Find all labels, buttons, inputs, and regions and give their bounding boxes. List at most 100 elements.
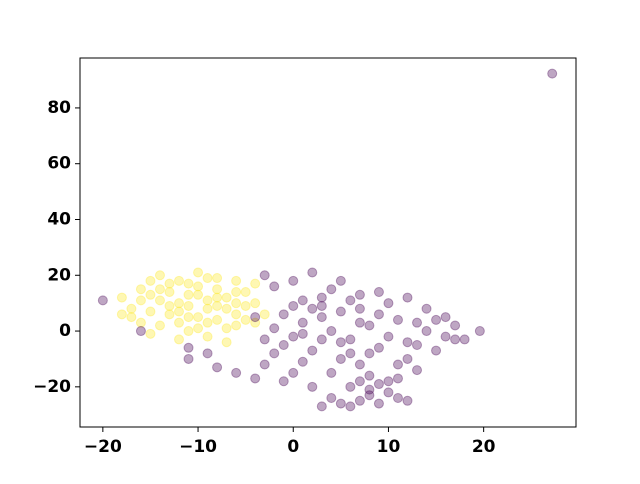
point: [335, 353, 346, 364]
point: [335, 337, 346, 348]
point: [316, 334, 327, 345]
point: [316, 292, 327, 303]
point: [354, 359, 365, 370]
point: [373, 287, 384, 298]
point: [250, 317, 261, 328]
point: [316, 300, 327, 311]
point: [383, 376, 394, 387]
point: [392, 359, 403, 370]
point: [402, 353, 413, 364]
point: [250, 278, 261, 289]
point: [164, 287, 175, 298]
point: [202, 273, 213, 284]
point: [392, 373, 403, 384]
point: [193, 289, 204, 300]
point: [297, 295, 308, 306]
point: [240, 287, 251, 298]
point: [221, 337, 232, 348]
point: [250, 312, 261, 323]
point: [212, 300, 223, 311]
point: [412, 317, 423, 328]
point: [183, 342, 194, 353]
point: [450, 334, 461, 345]
point: [354, 289, 365, 300]
point: [135, 317, 146, 328]
point: [326, 326, 337, 337]
point: [345, 381, 356, 392]
point: [364, 348, 375, 359]
point: [174, 306, 185, 317]
point: [212, 284, 223, 295]
point: [364, 384, 375, 395]
point: [154, 284, 165, 295]
point: [354, 303, 365, 314]
point: [202, 331, 213, 342]
point: [212, 292, 223, 303]
point: [278, 376, 289, 387]
point: [288, 275, 299, 286]
point: [116, 309, 127, 320]
y-tick-label: 80: [47, 98, 71, 118]
x-tick-label: −10: [179, 437, 217, 457]
point: [373, 398, 384, 409]
point: [193, 267, 204, 278]
point: [174, 275, 185, 286]
point: [231, 298, 242, 309]
point: [431, 314, 442, 325]
point: [154, 320, 165, 331]
y-tick-label: 60: [47, 154, 71, 174]
point: [345, 348, 356, 359]
point: [373, 379, 384, 390]
point: [316, 401, 327, 412]
point: [459, 334, 470, 345]
point: [269, 323, 280, 334]
point: [326, 284, 337, 295]
point: [335, 398, 346, 409]
point: [221, 292, 232, 303]
point: [259, 334, 270, 345]
point: [193, 323, 204, 334]
point: [345, 401, 356, 412]
point: [164, 278, 175, 289]
point: [183, 312, 194, 323]
point: [145, 289, 156, 300]
point: [431, 345, 442, 356]
point: [240, 300, 251, 311]
point: [135, 326, 146, 337]
point: [174, 298, 185, 309]
point: [450, 320, 461, 331]
point: [354, 395, 365, 406]
point: [316, 312, 327, 323]
point: [364, 390, 375, 401]
point: [145, 328, 156, 339]
point: [392, 314, 403, 325]
point: [183, 353, 194, 364]
point: [97, 295, 108, 306]
point: [212, 273, 223, 284]
point: [202, 348, 213, 359]
point: [202, 317, 213, 328]
point: [174, 334, 185, 345]
point: [212, 362, 223, 373]
point: [193, 281, 204, 292]
point: [145, 275, 156, 286]
point: [202, 303, 213, 314]
point: [421, 303, 432, 314]
point: [164, 300, 175, 311]
point: [240, 314, 251, 325]
point: [297, 317, 308, 328]
point: [231, 367, 242, 378]
point: [231, 287, 242, 298]
x-tick-label: −20: [84, 437, 122, 457]
point: [354, 317, 365, 328]
point: [183, 300, 194, 311]
x-tick-label: 20: [472, 437, 496, 457]
point: [383, 331, 394, 342]
point: [335, 275, 346, 286]
point: [183, 278, 194, 289]
plot-frame: [79, 57, 577, 428]
point: [412, 340, 423, 350]
point: [307, 303, 318, 314]
x-tick-label: 0: [287, 437, 299, 457]
